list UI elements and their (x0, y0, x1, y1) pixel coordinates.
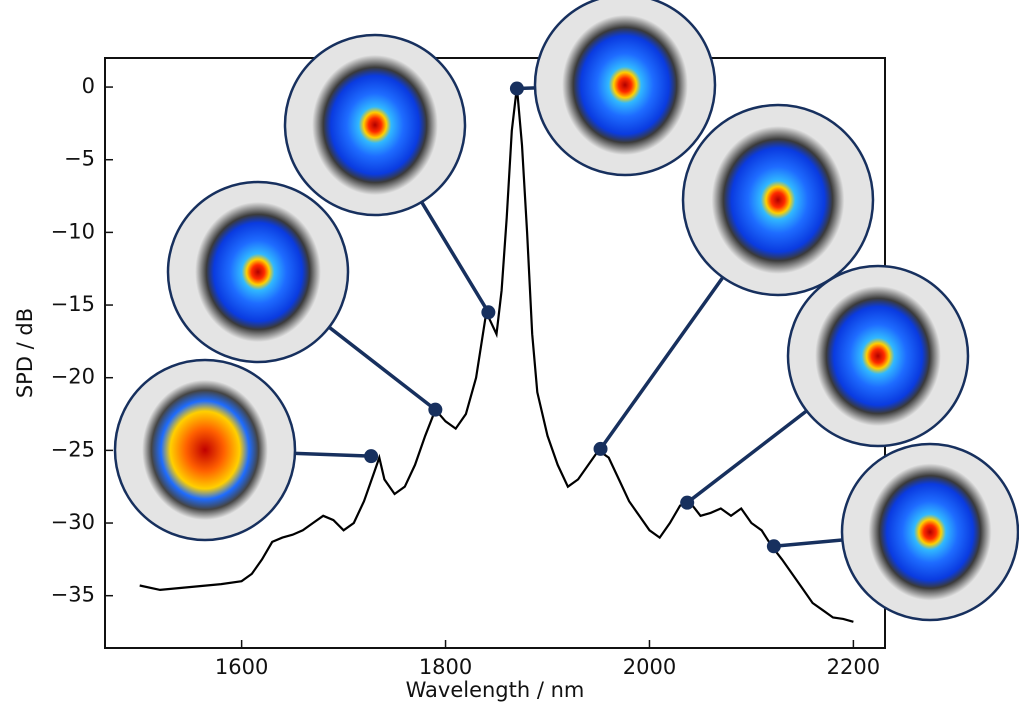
y-tick-label: −15 (51, 292, 95, 316)
mode-image (312, 54, 438, 196)
y-tick-label: −5 (64, 147, 95, 171)
x-tick-label: 1800 (419, 655, 472, 679)
highlight-marker (680, 495, 695, 510)
highlight-marker (509, 81, 524, 96)
x-axis-label: Wavelength / nm (406, 678, 585, 702)
mode-image (711, 125, 845, 275)
highlight-marker (481, 305, 496, 320)
mode-image (815, 285, 941, 427)
x-tick-label: 2000 (623, 655, 676, 679)
y-tick-label: −20 (51, 365, 95, 389)
y-tick-label: −35 (51, 583, 95, 607)
highlight-marker (766, 539, 781, 554)
x-tick-label: 1600 (215, 655, 268, 679)
spectrum-line (139, 86, 854, 623)
mode-image (868, 463, 992, 601)
mode-image (562, 14, 688, 156)
highlight-marker (364, 449, 379, 464)
x-tick-label: 2200 (827, 655, 880, 679)
y-tick-label: −10 (51, 219, 95, 243)
y-tick-label: −30 (51, 510, 95, 534)
highlight-marker (428, 402, 443, 417)
mode-image (142, 379, 268, 521)
mode-image (195, 201, 321, 343)
highlight-marker (593, 441, 608, 456)
y-tick-label: −25 (51, 437, 95, 461)
y-tick-label: 0 (82, 74, 95, 98)
y-axis-label: SPD / dB (13, 308, 37, 398)
